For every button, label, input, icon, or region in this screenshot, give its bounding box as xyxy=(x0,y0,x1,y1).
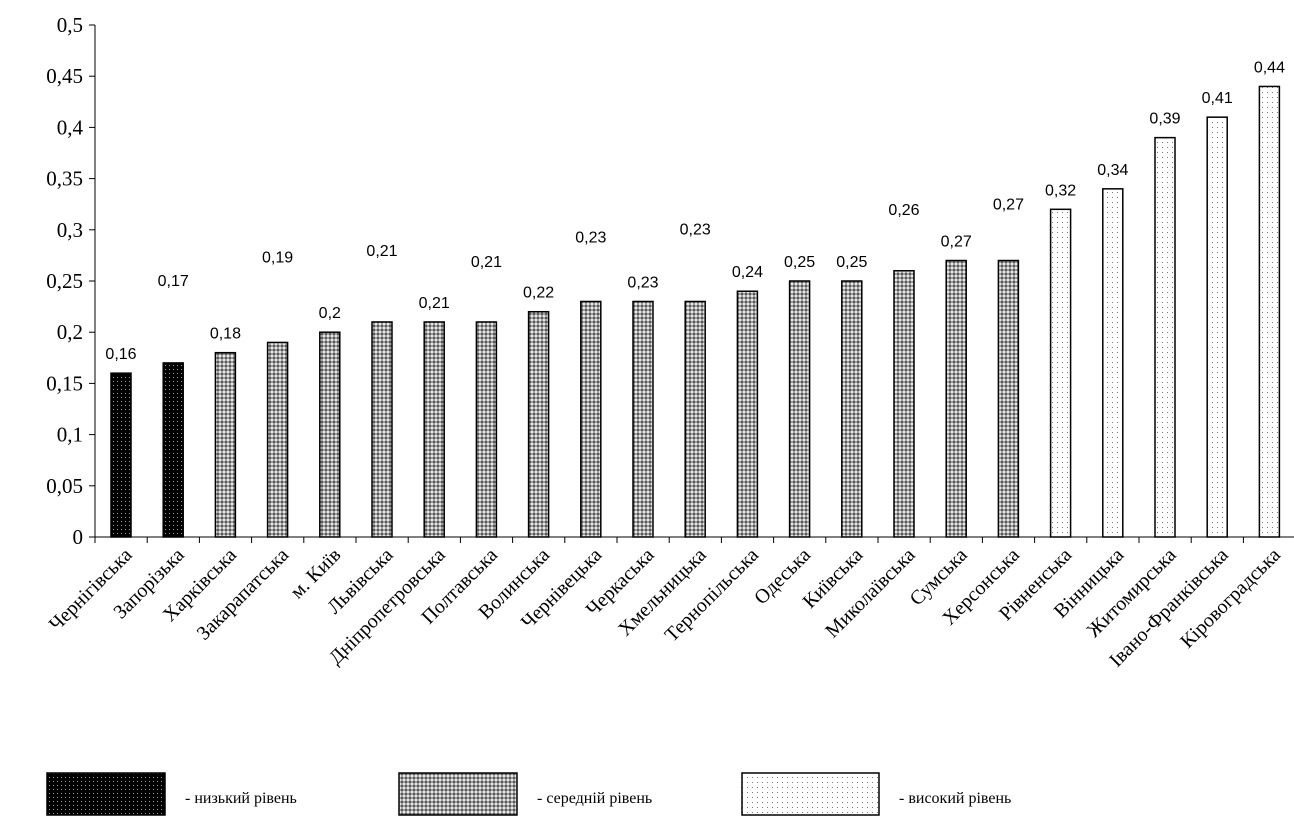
legend-label-medium: - середній рівень xyxy=(537,790,652,807)
bars-group: 0,16Чернігівська0,17Запорізька0,18Харків… xyxy=(45,59,1285,671)
data-label: 0,19 xyxy=(262,249,293,266)
bar-medium xyxy=(527,310,550,538)
bar-medium xyxy=(371,321,393,538)
data-label: 0,25 xyxy=(836,254,867,271)
bar-medium xyxy=(475,321,498,538)
data-label: 0,26 xyxy=(888,202,919,219)
data-label: 0,41 xyxy=(1202,90,1233,107)
y-tick-label: 0,1 xyxy=(57,423,83,447)
data-label: 0,16 xyxy=(105,346,136,363)
bar-medium xyxy=(893,270,915,538)
data-label: 0,39 xyxy=(1149,111,1180,128)
x-tick-label: Закарапатська xyxy=(193,544,294,645)
legend-swatch-low xyxy=(46,772,166,816)
y-tick-label: 0,25 xyxy=(46,269,83,293)
bar-high xyxy=(1154,136,1176,538)
data-label: 0,21 xyxy=(366,243,397,260)
bar-medium xyxy=(788,280,811,538)
data-label: 0,21 xyxy=(471,254,502,271)
legend-swatch-medium xyxy=(398,772,518,816)
data-label: 0,32 xyxy=(1045,182,1076,199)
bar-high xyxy=(1206,116,1228,538)
y-tick-label: 0,45 xyxy=(46,64,83,88)
bar-medium xyxy=(736,290,759,538)
bar-high xyxy=(1049,208,1072,538)
y-tick-label: 0 xyxy=(73,525,84,549)
y-tick-label: 0,5 xyxy=(57,13,83,37)
legend-label-high: - високий рівень xyxy=(899,790,1011,807)
data-label: 0,44 xyxy=(1254,59,1285,76)
data-label: 0,23 xyxy=(680,221,711,238)
data-label: 0,27 xyxy=(941,234,972,251)
bar-medium xyxy=(423,321,445,538)
bar-medium xyxy=(684,300,706,538)
data-label: 0,22 xyxy=(523,285,554,302)
bar-medium xyxy=(841,280,863,538)
data-label: 0,34 xyxy=(1097,162,1128,179)
data-label: 0,25 xyxy=(784,254,815,271)
data-label: 0,2 xyxy=(319,305,341,322)
y-tick-label: 0,4 xyxy=(57,115,84,139)
bar-low xyxy=(162,362,184,538)
bar-medium xyxy=(997,259,1020,538)
data-label: 0,21 xyxy=(419,295,450,312)
y-tick-label: 0,05 xyxy=(46,474,83,498)
bar-medium xyxy=(319,331,341,538)
data-label: 0,23 xyxy=(627,274,658,291)
data-label: 0,23 xyxy=(575,229,606,246)
bar-medium xyxy=(214,351,237,538)
bar-low xyxy=(110,372,132,538)
y-tick-label: 0,3 xyxy=(57,218,83,242)
y-tick-label: 0,2 xyxy=(57,320,83,344)
legend-swatch-high xyxy=(741,772,880,816)
legend-label-low: - низький рівень xyxy=(185,790,297,807)
data-label: 0,18 xyxy=(210,326,241,343)
data-label: 0,24 xyxy=(732,264,763,281)
bar-medium xyxy=(266,341,289,538)
bar-high xyxy=(1102,188,1124,538)
axes: 0 0,05 0,1 0,15 0,2 0,25 0,3 0,35 0,4 0,45 0,5 xyxy=(46,13,1294,549)
bar-medium xyxy=(580,300,602,538)
bar-medium xyxy=(632,300,654,538)
bar-medium xyxy=(945,259,967,538)
x-tick-label: Тернопільська xyxy=(661,544,763,646)
data-label: 0,17 xyxy=(158,273,189,290)
bar-high xyxy=(1258,85,1281,538)
data-label: 0,27 xyxy=(993,197,1024,214)
legend: - низький рівень - середній рівень - висок… xyxy=(46,772,1011,816)
y-tick-label: 0,15 xyxy=(46,371,83,395)
y-tick-label: 0,35 xyxy=(46,167,83,191)
